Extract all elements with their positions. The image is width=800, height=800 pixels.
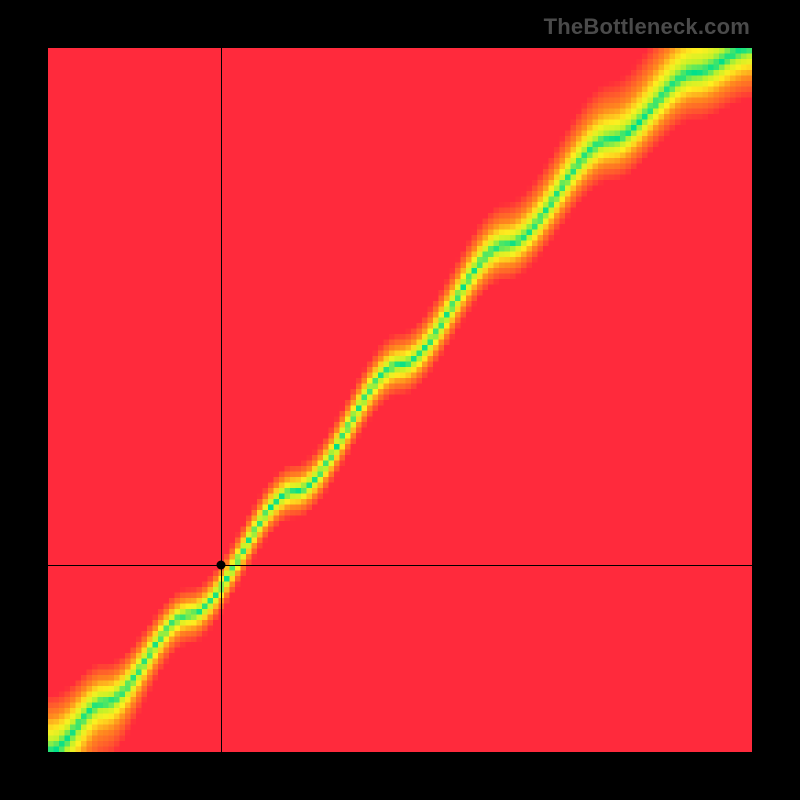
frame-bottom [0,752,800,800]
watermark-label: TheBottleneck.com [544,14,750,40]
selection-marker [217,560,226,569]
crosshair-vertical [221,48,222,752]
heatmap-canvas [48,48,752,752]
frame-right [752,0,800,800]
bottleneck-heatmap [48,48,752,752]
crosshair-horizontal [48,565,752,566]
frame-left [0,0,48,800]
